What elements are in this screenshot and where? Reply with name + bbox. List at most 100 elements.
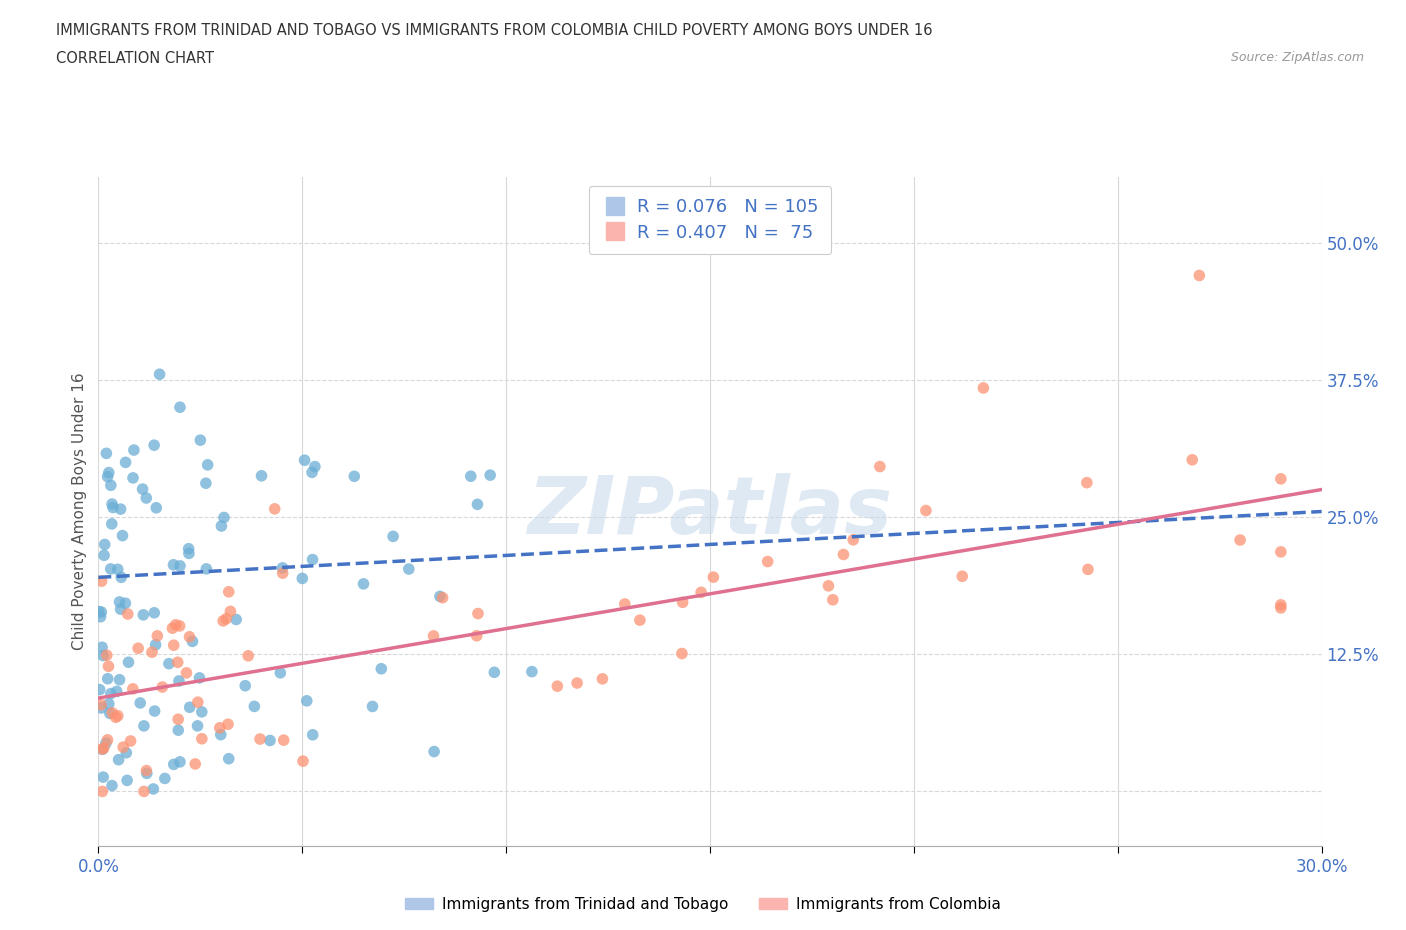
- Point: [120, 734, 142, 749]
- Point: [950, 569, 973, 584]
- Point: [91, 784, 114, 799]
- Point: [821, 592, 844, 607]
- Point: [218, 751, 240, 766]
- Point: [166, 655, 188, 670]
- Point: [143, 704, 166, 719]
- Point: [869, 459, 891, 474]
- Point: [135, 766, 157, 781]
- Point: [145, 637, 167, 652]
- Text: IMMIGRANTS FROM TRINIDAD AND TOBAGO VS IMMIGRANTS FROM COLOMBIA CHILD POVERTY AM: IMMIGRANTS FROM TRINIDAD AND TOBAGO VS I…: [56, 23, 932, 38]
- Point: [1181, 452, 1204, 467]
- Point: [97, 658, 120, 673]
- Point: [122, 443, 145, 458]
- Point: [972, 380, 994, 395]
- Point: [467, 497, 489, 512]
- Point: [167, 711, 190, 726]
- Point: [238, 648, 260, 663]
- Point: [225, 612, 247, 627]
- Point: [269, 665, 291, 680]
- Point: [215, 611, 238, 626]
- Point: [97, 465, 120, 480]
- Point: [97, 697, 120, 711]
- Point: [671, 646, 693, 661]
- Point: [107, 562, 129, 577]
- Point: [90, 700, 112, 715]
- Point: [121, 682, 143, 697]
- Point: [179, 630, 201, 644]
- Point: [150, 680, 173, 695]
- Point: [422, 629, 444, 644]
- Point: [460, 469, 482, 484]
- Point: [842, 532, 865, 547]
- Point: [177, 546, 200, 561]
- Point: [361, 699, 384, 714]
- Point: [145, 500, 167, 515]
- Point: [191, 731, 214, 746]
- Point: [107, 752, 129, 767]
- Point: [132, 719, 155, 734]
- Point: [100, 562, 122, 577]
- Point: [263, 501, 285, 516]
- Point: [259, 733, 281, 748]
- Point: [591, 671, 613, 686]
- Point: [141, 644, 163, 659]
- Point: [429, 589, 451, 604]
- Point: [87, 604, 110, 619]
- Point: [132, 784, 155, 799]
- Point: [91, 741, 114, 756]
- Point: [97, 671, 120, 686]
- Point: [100, 686, 122, 701]
- Point: [129, 696, 152, 711]
- Point: [484, 665, 506, 680]
- Point: [162, 557, 184, 572]
- Point: [208, 721, 231, 736]
- Point: [690, 585, 713, 600]
- Point: [382, 529, 405, 544]
- Point: [100, 478, 122, 493]
- Point: [90, 604, 112, 619]
- Point: [177, 541, 200, 556]
- Point: [115, 773, 138, 788]
- Point: [132, 607, 155, 622]
- Point: [169, 558, 191, 573]
- Point: [187, 695, 209, 710]
- Point: [1076, 475, 1098, 490]
- Point: [169, 618, 191, 633]
- Point: [108, 672, 131, 687]
- Point: [108, 594, 131, 609]
- Point: [111, 528, 134, 543]
- Point: [167, 673, 190, 688]
- Point: [163, 638, 186, 653]
- Point: [628, 613, 651, 628]
- Point: [101, 497, 124, 512]
- Point: [93, 537, 115, 551]
- Point: [135, 490, 157, 505]
- Point: [194, 476, 217, 491]
- Point: [176, 666, 198, 681]
- Point: [195, 562, 218, 577]
- Point: [104, 710, 127, 724]
- Point: [292, 753, 315, 768]
- Point: [301, 465, 323, 480]
- Point: [143, 438, 166, 453]
- Point: [188, 671, 211, 685]
- Legend: R = 0.076   N = 105, R = 0.407   N =  75: R = 0.076 N = 105, R = 0.407 N = 75: [589, 186, 831, 254]
- Point: [1229, 533, 1251, 548]
- Point: [398, 562, 420, 577]
- Point: [142, 781, 165, 796]
- Point: [91, 640, 114, 655]
- Point: [249, 732, 271, 747]
- Y-axis label: Child Poverty Among Boys Under 16: Child Poverty Among Boys Under 16: [72, 373, 87, 650]
- Point: [91, 770, 114, 785]
- Point: [370, 661, 392, 676]
- Point: [110, 570, 132, 585]
- Point: [423, 744, 446, 759]
- Point: [1270, 472, 1292, 486]
- Point: [1270, 597, 1292, 612]
- Point: [343, 469, 366, 484]
- Point: [291, 571, 314, 586]
- Point: [93, 548, 115, 563]
- Point: [565, 675, 588, 690]
- Point: [613, 596, 636, 611]
- Point: [219, 604, 242, 618]
